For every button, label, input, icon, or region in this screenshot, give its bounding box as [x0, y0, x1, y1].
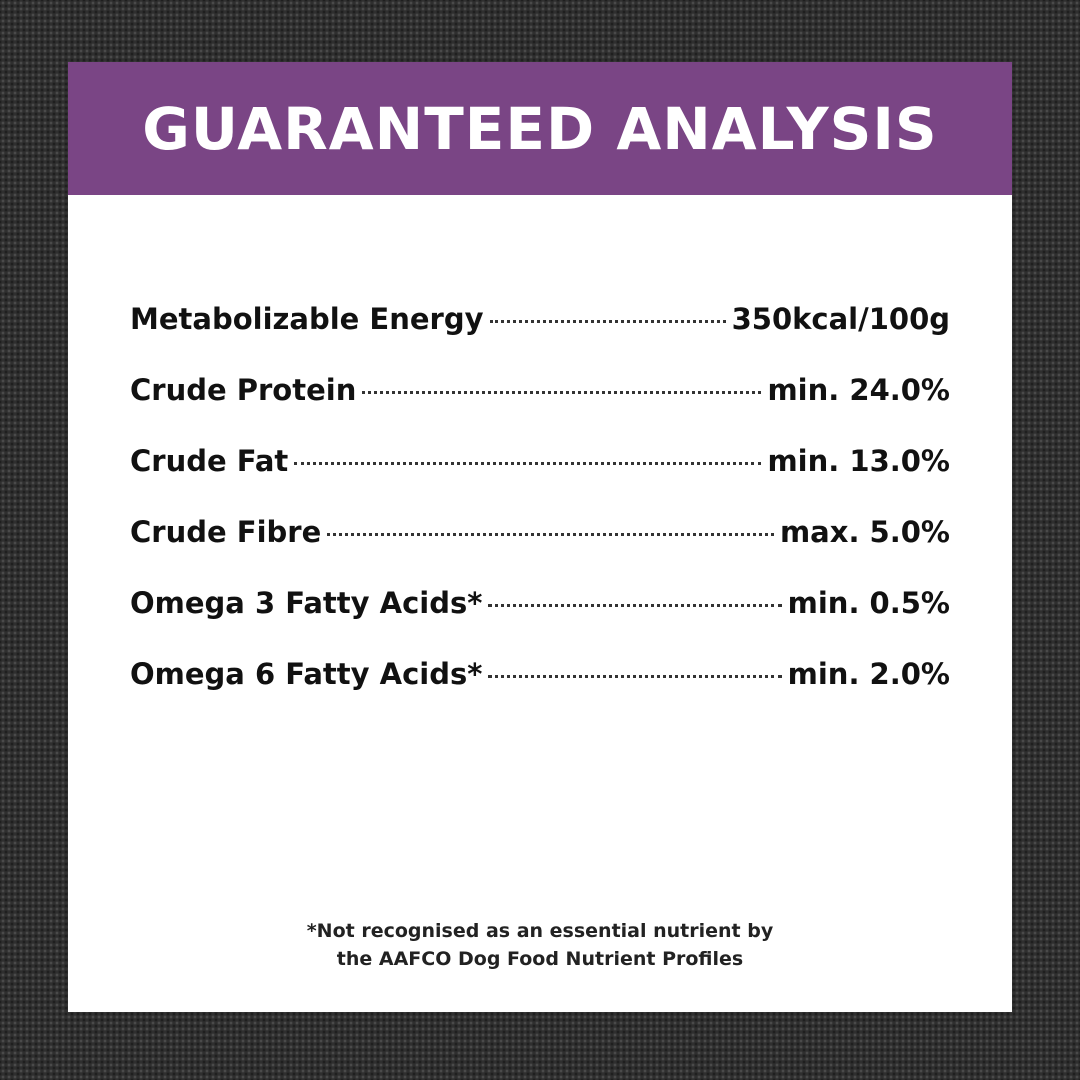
nutrient: Omega 3 Fatty Acids* [130, 586, 483, 620]
card: GUARANTEED ANALYSIS Metabolizable Energy… [68, 62, 1012, 1012]
row: Omega 6 Fatty Acids* min. 2.0% [130, 657, 950, 728]
leader [327, 533, 774, 536]
nutrient: Crude Fat [130, 444, 289, 478]
row: Crude Protein min. 24.0% [130, 373, 950, 444]
amount: 350kcal/100g [731, 302, 950, 336]
nutrient: Crude Fibre [130, 515, 322, 549]
analysis-table: Metabolizable Energy 350kcal/100g Crude P… [130, 302, 950, 728]
title: GUARANTEED ANALYSIS [142, 94, 938, 163]
amount: min. 0.5% [787, 586, 950, 620]
amount: min. 24.0% [767, 373, 950, 407]
leader [488, 604, 782, 607]
amount: max. 5.0% [779, 515, 950, 549]
footnote-line: the AAFCO Dog Food Nutrient Profiles [336, 948, 744, 970]
amount: min. 2.0% [787, 657, 950, 691]
nutrient: Crude Protein [130, 373, 357, 407]
row: Crude Fibre max. 5.0% [130, 515, 950, 586]
row: Metabolizable Energy 350kcal/100g [130, 302, 950, 373]
leader [489, 320, 726, 323]
footnote: *Not recognised as an essential nutrient… [68, 917, 1012, 973]
leader [362, 391, 762, 394]
footnote-line: *Not recognised as an essential nutrient… [306, 920, 774, 942]
nutrient: Omega 6 Fatty Acids* [130, 657, 483, 691]
leader [294, 462, 762, 465]
header: GUARANTEED ANALYSIS [68, 62, 1012, 195]
amount: min. 13.0% [767, 444, 950, 478]
leader [488, 675, 782, 678]
nutrient: Metabolizable Energy [130, 302, 484, 336]
row: Crude Fat min. 13.0% [130, 444, 950, 515]
row: Omega 3 Fatty Acids* min. 0.5% [130, 586, 950, 657]
